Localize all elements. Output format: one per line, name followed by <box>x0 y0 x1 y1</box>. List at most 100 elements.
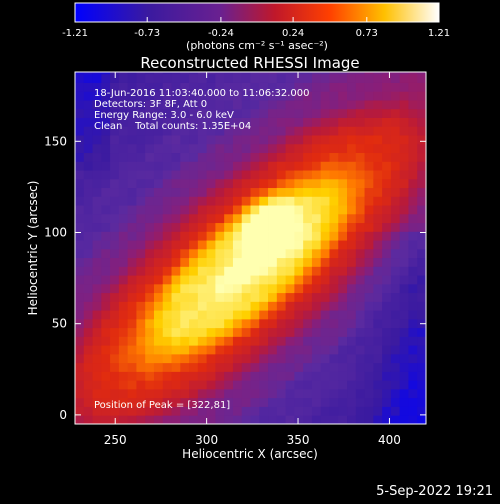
heatmap-cell <box>276 143 286 154</box>
heatmap-cell <box>268 170 278 180</box>
heatmap-cell <box>241 72 251 75</box>
heatmap-cell <box>180 100 190 110</box>
heatmap-cell <box>303 187 313 197</box>
heatmap-cell <box>268 135 278 145</box>
heatmap-cell <box>180 257 190 267</box>
heatmap-cell <box>206 205 216 215</box>
heatmap-cell <box>294 108 304 118</box>
heatmap-cell <box>189 126 199 136</box>
heatmap-cell <box>382 152 392 162</box>
heatmap-cell <box>224 266 234 276</box>
heatmap-cell <box>259 126 269 136</box>
heatmap-cell <box>390 327 401 337</box>
heatmap-cell <box>206 406 216 416</box>
heatmap-cell <box>294 135 304 145</box>
heatmap-cell <box>101 231 111 241</box>
heatmap-cell <box>241 406 251 416</box>
heatmap-cell <box>364 283 374 294</box>
heatmap-cell <box>127 187 137 197</box>
heatmap-cell <box>338 196 348 206</box>
heatmap-cell <box>373 187 383 197</box>
heatmap-cell <box>241 108 251 118</box>
heatmap-cell <box>338 187 348 197</box>
heatmap-cell <box>136 266 146 276</box>
heatmap-cell <box>153 388 164 399</box>
heatmap-cell <box>399 406 409 416</box>
heatmap-cell <box>338 336 348 346</box>
heatmap-cell <box>250 240 260 250</box>
heatmap-cell <box>189 196 199 206</box>
heatmap-cell <box>276 213 286 224</box>
heatmap-cell <box>320 108 330 118</box>
heatmap-cell <box>373 152 383 162</box>
heatmap-cell <box>276 248 286 259</box>
heatmap-cell <box>162 380 172 390</box>
heatmap-cell <box>180 388 190 399</box>
heatmap-cell <box>285 406 295 416</box>
heatmap-cell <box>180 318 190 329</box>
heatmap-cell <box>127 73 137 83</box>
heatmap-cell <box>136 275 146 285</box>
heatmap-cell <box>276 161 286 171</box>
heatmap-cell <box>408 388 418 399</box>
heatmap-cell <box>127 178 137 189</box>
heatmap-cell <box>145 82 155 92</box>
heatmap-cell <box>303 318 313 329</box>
heatmap-cell <box>171 406 181 416</box>
heatmap-cell <box>232 371 243 381</box>
heatmap-cell <box>268 187 278 197</box>
heatmap-cell <box>347 371 357 381</box>
heatmap-cell <box>268 371 278 381</box>
heatmap-cell <box>153 170 164 180</box>
heatmap-cell <box>101 310 111 320</box>
heatmap-cell <box>399 353 409 364</box>
heatmap-cell <box>153 213 164 224</box>
heatmap-cell <box>127 213 137 224</box>
heatmap-cell <box>215 406 225 416</box>
heatmap-cell <box>153 257 164 267</box>
colorbar: -1.21 -0.73 -0.24 0.24 0.73 1.21 (photons cm⁻… <box>62 2 450 52</box>
heatmap-cell <box>259 187 269 197</box>
heatmap-cell <box>355 388 365 399</box>
heatmap-cell <box>127 108 137 118</box>
heatmap-cell <box>162 318 172 329</box>
heatmap-cell <box>180 415 190 424</box>
heatmap-cell <box>224 283 234 294</box>
heatmap-cell <box>417 257 426 267</box>
heatmap-cell <box>329 213 339 224</box>
heatmap-cell <box>373 388 383 399</box>
heatmap-cell <box>127 301 137 311</box>
heatmap-cell <box>241 170 251 180</box>
heatmap-cell <box>338 100 348 110</box>
heatmap-cell <box>303 310 313 320</box>
heatmap-cell <box>285 152 295 162</box>
info-line-counts: Clean Total counts: 1.35E+04 <box>94 121 251 132</box>
heatmap-cell <box>171 170 181 180</box>
heatmap-cell <box>180 327 190 337</box>
heatmap-cell <box>75 205 85 215</box>
heatmap-cell <box>276 126 286 136</box>
heatmap-cell <box>75 108 85 118</box>
heatmap-cell <box>373 100 383 110</box>
heatmap-cell <box>197 82 208 92</box>
heatmap-cell <box>417 178 426 189</box>
heatmap-cell <box>224 143 234 154</box>
heatmap-cell <box>390 213 401 224</box>
heatmap-cell <box>110 248 120 259</box>
heatmap-cell <box>355 108 365 118</box>
heatmap-cell <box>145 117 155 127</box>
heatmap-cell <box>347 178 357 189</box>
heatmap-cell <box>355 310 365 320</box>
heatmap-cell <box>145 292 155 302</box>
y-tick-label: 100 <box>44 225 67 239</box>
heatmap-cell <box>408 231 418 241</box>
heatmap-cell <box>382 231 392 241</box>
heatmap-cell <box>250 196 260 206</box>
heatmap-cell <box>101 353 111 364</box>
heatmap-cell <box>110 362 120 372</box>
heatmap-cell <box>197 266 208 276</box>
heatmap-cell <box>171 72 181 75</box>
heatmap-cell <box>303 213 313 224</box>
heatmap-cell <box>408 257 418 267</box>
heatmap-cell <box>232 240 243 250</box>
